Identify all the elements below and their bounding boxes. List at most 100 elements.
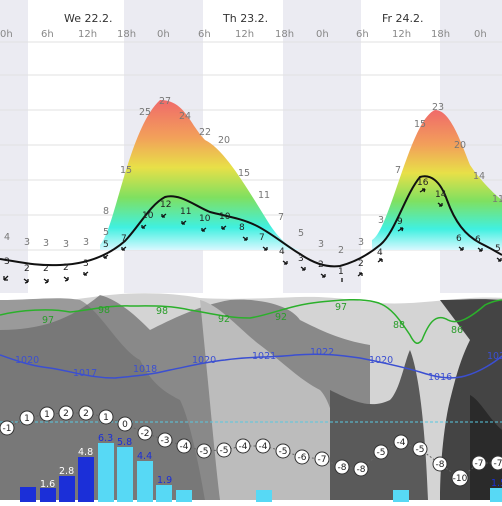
svg-text:7: 7 bbox=[395, 165, 401, 176]
max-temp-labels: 4 3 3 3 3 5 8 15 25 27 24 22 20 15 11 7 … bbox=[4, 96, 502, 256]
temp-bubble: -3 bbox=[157, 432, 173, 448]
svg-text:18h: 18h bbox=[117, 29, 136, 40]
svg-text:3: 3 bbox=[358, 237, 364, 248]
svg-text:5.8: 5.8 bbox=[117, 437, 132, 448]
svg-text:16: 16 bbox=[417, 178, 429, 188]
svg-text:10: 10 bbox=[199, 214, 211, 224]
svg-text:-4: -4 bbox=[180, 442, 189, 452]
svg-text:14: 14 bbox=[435, 190, 447, 200]
precip-bars bbox=[20, 443, 502, 502]
svg-text:4: 4 bbox=[279, 247, 285, 257]
svg-text:-5: -5 bbox=[200, 447, 209, 457]
svg-text:-2: -2 bbox=[141, 429, 150, 439]
svg-text:-7: -7 bbox=[475, 459, 484, 469]
svg-text:1018: 1018 bbox=[133, 364, 157, 375]
temp-bubble: 1 bbox=[98, 409, 114, 425]
temp-bubble: -5 bbox=[373, 444, 389, 460]
svg-text:88: 88 bbox=[393, 320, 405, 331]
temp-bubble: -4 bbox=[235, 438, 251, 454]
svg-text:18h: 18h bbox=[431, 29, 450, 40]
svg-text:98: 98 bbox=[98, 305, 110, 316]
svg-text:2: 2 bbox=[24, 264, 30, 274]
temperature-curve bbox=[0, 175, 502, 268]
svg-text:1020: 1020 bbox=[15, 355, 39, 366]
svg-text:2: 2 bbox=[63, 409, 69, 419]
svg-text:12h: 12h bbox=[235, 29, 254, 40]
svg-text:7: 7 bbox=[278, 212, 284, 223]
temp-bubble: -10 bbox=[451, 469, 469, 487]
svg-text:5: 5 bbox=[298, 228, 304, 239]
svg-text:9: 9 bbox=[397, 217, 403, 227]
svg-text:-8: -8 bbox=[357, 465, 366, 475]
svg-text:3: 3 bbox=[83, 259, 89, 269]
svg-text:2: 2 bbox=[338, 245, 344, 256]
svg-text:-4: -4 bbox=[239, 442, 248, 452]
pressure-labels: 1020 1017 1018 1020 1021 1022 1020 1016 … bbox=[15, 347, 502, 383]
svg-text:12h: 12h bbox=[78, 29, 97, 40]
svg-text:0h: 0h bbox=[0, 29, 13, 40]
precip-labels: 1.6 2.8 4.8 6.3 5.8 4.4 1.9 1.5 bbox=[40, 433, 502, 490]
svg-text:-8: -8 bbox=[436, 460, 445, 470]
svg-text:11: 11 bbox=[180, 207, 191, 217]
svg-text:0h: 0h bbox=[474, 29, 487, 40]
temp-bubble: 1 bbox=[39, 406, 55, 422]
svg-text:-7: -7 bbox=[318, 455, 327, 465]
svg-text:-1: -1 bbox=[3, 424, 12, 434]
svg-text:14: 14 bbox=[473, 171, 485, 182]
svg-text:6h: 6h bbox=[198, 29, 211, 40]
svg-text:-7: -7 bbox=[494, 459, 502, 469]
svg-text:2.8: 2.8 bbox=[59, 466, 74, 477]
temp-bubble: 1 bbox=[19, 410, 35, 426]
temp-bubble: 0 bbox=[117, 416, 133, 432]
temp-bubble: -5 bbox=[275, 443, 291, 459]
svg-text:7: 7 bbox=[121, 234, 127, 244]
cloud-panel bbox=[0, 293, 502, 502]
svg-text:-3: -3 bbox=[161, 436, 170, 446]
wind-arrows bbox=[3, 188, 502, 284]
svg-text:12: 12 bbox=[160, 200, 171, 210]
temp-bubble: -4 bbox=[393, 434, 409, 450]
svg-text:27: 27 bbox=[159, 96, 171, 107]
svg-text:1.6: 1.6 bbox=[40, 479, 55, 490]
svg-text:1.9: 1.9 bbox=[157, 475, 172, 486]
temp-bubble: 2 bbox=[78, 405, 94, 421]
temp-bubble: -7 bbox=[471, 455, 487, 471]
svg-text:1020: 1020 bbox=[192, 355, 216, 366]
svg-text:10: 10 bbox=[219, 212, 231, 222]
day-header: We 22.2. Th 23.2. Fr 24.2. bbox=[64, 12, 424, 25]
svg-text:6.3: 6.3 bbox=[98, 433, 113, 444]
temp-bubble: -8 bbox=[353, 461, 369, 477]
svg-text:1022: 1022 bbox=[310, 347, 334, 358]
svg-text:25: 25 bbox=[139, 107, 151, 118]
svg-text:-5: -5 bbox=[220, 446, 229, 456]
svg-text:0h: 0h bbox=[316, 29, 329, 40]
svg-text:-5: -5 bbox=[377, 448, 386, 458]
svg-text:2: 2 bbox=[63, 263, 69, 273]
svg-text:6: 6 bbox=[456, 234, 462, 244]
svg-text:10: 10 bbox=[142, 211, 154, 221]
temp-bubble: -4 bbox=[176, 438, 192, 454]
humidity-line bbox=[0, 298, 502, 344]
temp-bubble: -1 bbox=[0, 420, 15, 436]
svg-text:1: 1 bbox=[44, 410, 50, 420]
svg-text:-8: -8 bbox=[338, 463, 347, 473]
svg-text:-6: -6 bbox=[298, 453, 307, 463]
svg-text:3: 3 bbox=[24, 237, 30, 248]
svg-text:1.5: 1.5 bbox=[491, 478, 502, 489]
svg-text:3: 3 bbox=[378, 215, 384, 226]
temp-bubble: -8 bbox=[432, 456, 448, 472]
humidity-labels: 97 98 98 92 92 97 88 86 bbox=[42, 302, 463, 336]
svg-text:6h: 6h bbox=[41, 29, 54, 40]
svg-text:-4: -4 bbox=[397, 438, 406, 448]
svg-text:1017: 1017 bbox=[73, 368, 97, 379]
svg-text:18h: 18h bbox=[275, 29, 294, 40]
svg-text:-4: -4 bbox=[259, 442, 268, 452]
svg-text:4: 4 bbox=[377, 248, 383, 258]
hour-labels: 0h 6h 12h 18h 0h 6h 12h 18h 0h 6h 12h 18… bbox=[0, 29, 487, 40]
svg-text:24: 24 bbox=[179, 111, 191, 122]
svg-text:5: 5 bbox=[103, 227, 109, 238]
temp-bubble: 2 bbox=[58, 405, 74, 421]
temp-bubble: -5 bbox=[196, 443, 212, 459]
